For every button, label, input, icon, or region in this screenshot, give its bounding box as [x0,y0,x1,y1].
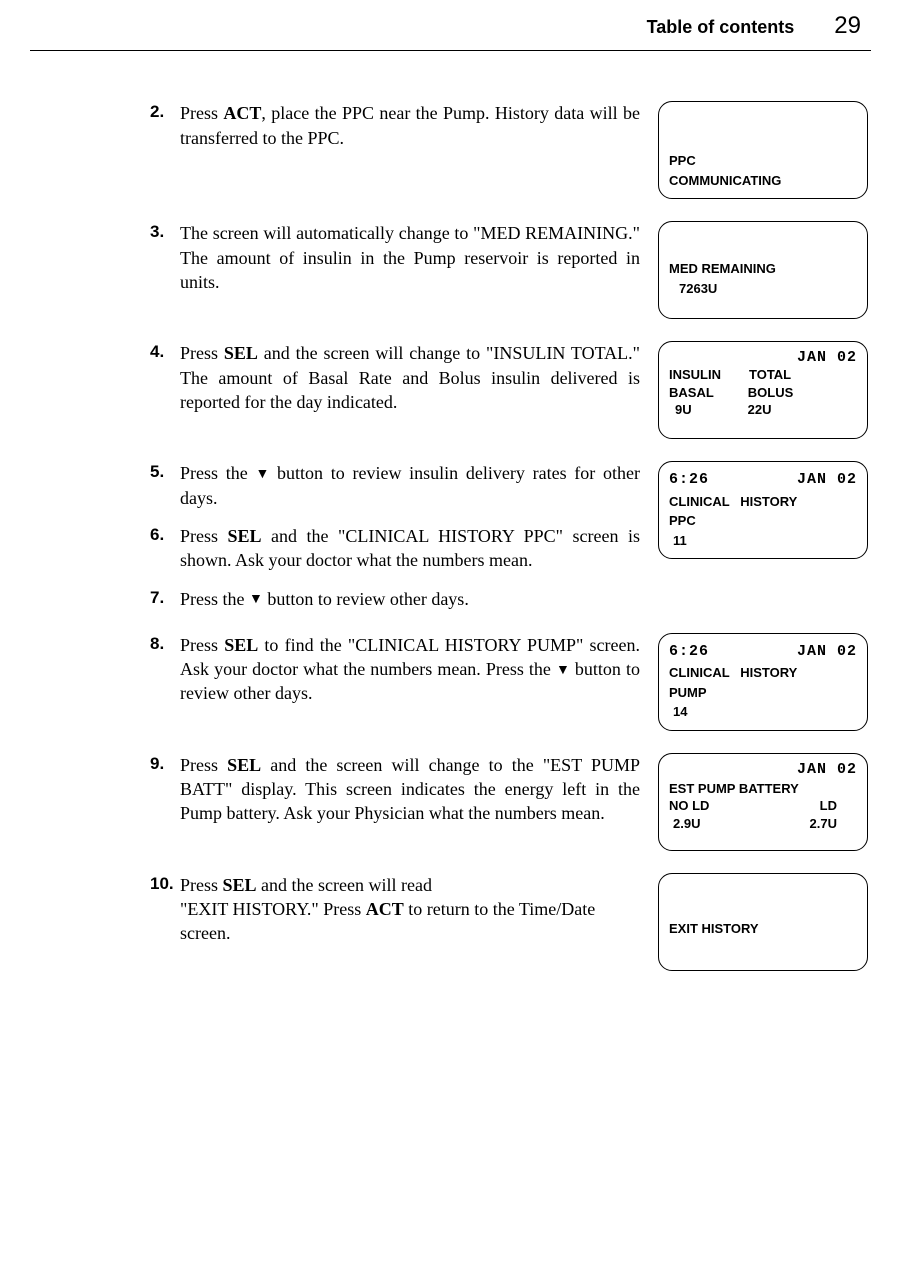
step-text: Press ACT, place the PPC near the Pump. … [180,101,640,150]
step-4: 4. Press SEL and the screen will change … [150,341,640,414]
step-number: 3. [150,221,180,294]
lcd-col-label: TOTAL [749,366,791,384]
lcd-line: 14 [669,703,857,721]
step-text: Press SEL to find the "CLINICAL HISTORY … [180,633,640,706]
lcd-col-label: BASAL [669,384,714,402]
lcd-line: 7263U [669,280,857,298]
step-2: 2. Press ACT, place the PPC near the Pum… [150,101,640,150]
step-5: 5. Press the ▼ button to review insulin … [150,461,640,510]
lcd-time: 6:26 [669,470,709,490]
lcd-date: JAN 02 [797,470,857,490]
lcd-col-label: LD [820,797,837,815]
lcd-line: PPC [669,512,857,530]
lcd-time: 6:26 [669,642,709,662]
lcd-insulin-total: JAN 02 INSULIN TOTAL BASAL BOLUS 9U 22U [658,341,868,439]
lcd-value: 9U [675,401,692,419]
page-number: 29 [834,10,861,42]
lcd-date: JAN 02 [797,642,857,662]
step-text: Press SEL and the "CLINICAL HISTORY PPC"… [180,524,640,573]
lcd-med-remaining: MED REMAINING 7263U [658,221,868,319]
step-8: 8. Press SEL to find the "CLINICAL HISTO… [150,633,640,706]
lcd-clinical-history-pump: 6:26 JAN 02 CLINICAL HISTORY PUMP 14 [658,633,868,731]
step-number: 7. [150,587,180,611]
step-number: 9. [150,753,180,826]
lcd-line: CLINICAL HISTORY [669,493,857,511]
lcd-ppc-communicating: PPC COMMUNICATING [658,101,868,199]
lcd-line: PUMP [669,684,857,702]
step-text: Press SEL and the screen will change to … [180,753,640,826]
lcd-value: 22U [748,401,772,419]
lcd-col-label: BOLUS [748,384,794,402]
step-number: 4. [150,341,180,414]
lcd-col-label: NO LD [669,797,709,815]
step-number: 8. [150,633,180,706]
lcd-value: 2.7U [810,815,837,833]
header-title: Table of contents [647,15,795,39]
step-number: 2. [150,101,180,150]
step-10: 10. Press SEL and the screen will read"E… [150,873,640,946]
lcd-date: JAN 02 [797,348,857,368]
lcd-date: JAN 02 [797,760,857,780]
step-7: 7. Press the ▼ button to review other da… [150,587,640,611]
lcd-line: MED REMAINING [669,260,857,278]
step-text: Press the ▼ button to review insulin del… [180,461,640,510]
step-number: 6. [150,524,180,573]
step-text: The screen will automatically change to … [180,221,640,294]
step-6: 6. Press SEL and the "CLINICAL HISTORY P… [150,524,640,573]
step-3: 3. The screen will automatically change … [150,221,640,294]
lcd-line: 11 [669,532,857,550]
lcd-line: EST PUMP BATTERY [669,780,857,798]
lcd-line: COMMUNICATING [669,172,857,190]
lcd-est-pump-battery: JAN 02 EST PUMP BATTERY NO LD LD 2.9U 2.… [658,753,868,851]
lcd-col-label: INSULIN [669,366,721,384]
lcd-line: EXIT HISTORY [669,920,857,938]
step-text: Press SEL and the screen will change to … [180,341,640,414]
lcd-line: CLINICAL HISTORY [669,664,857,682]
step-number: 5. [150,461,180,510]
page-header: Table of contents 29 [30,0,871,51]
lcd-value: 2.9U [673,815,700,833]
lcd-line: PPC [669,152,857,170]
step-text: Press SEL and the screen will read"EXIT … [180,873,640,946]
step-text: Press the ▼ button to review other days. [180,587,640,611]
lcd-exit-history: EXIT HISTORY [658,873,868,971]
step-9: 9. Press SEL and the screen will change … [150,753,640,826]
lcd-clinical-history-ppc: 6:26 JAN 02 CLINICAL HISTORY PPC 11 [658,461,868,559]
step-number: 10. [150,873,180,946]
